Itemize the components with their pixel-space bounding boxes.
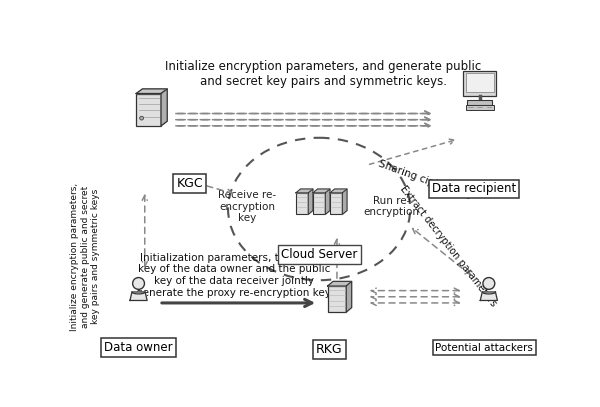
Bar — [330, 193, 343, 214]
Polygon shape — [330, 189, 347, 193]
Text: Sharing ciphertext: Sharing ciphertext — [377, 159, 471, 201]
Text: Run re-
encryption: Run re- encryption — [363, 196, 419, 217]
Bar — [466, 105, 493, 110]
Text: Data owner: Data owner — [104, 341, 173, 354]
Bar — [463, 71, 496, 96]
Bar — [466, 74, 493, 92]
Bar — [328, 286, 346, 312]
Text: KGC: KGC — [176, 177, 203, 190]
Text: Extract decryption parameters: Extract decryption parameters — [398, 184, 499, 308]
Polygon shape — [328, 281, 352, 286]
Text: Initialization parameters, the secret
key of the data owner and the public
key o: Initialization parameters, the secret ke… — [136, 253, 332, 298]
Polygon shape — [130, 292, 147, 300]
Text: Receive re-
encryption
key: Receive re- encryption key — [218, 190, 276, 223]
Polygon shape — [161, 89, 167, 126]
Circle shape — [483, 278, 495, 289]
Bar — [296, 193, 308, 214]
Text: Potential attackers: Potential attackers — [435, 343, 533, 352]
Circle shape — [133, 278, 145, 289]
Polygon shape — [343, 189, 347, 214]
Polygon shape — [313, 189, 330, 193]
Text: Data recipient: Data recipient — [432, 182, 516, 195]
Text: Initialize encryption parameters, and generate public
and secret key pairs and s: Initialize encryption parameters, and ge… — [165, 59, 481, 88]
Polygon shape — [325, 189, 330, 214]
Circle shape — [140, 116, 143, 120]
Polygon shape — [296, 189, 313, 193]
Bar — [467, 101, 492, 105]
Text: RKG: RKG — [316, 343, 343, 356]
Text: Initialize encryption parameters,
and generate public and secret
key pairs and s: Initialize encryption parameters, and ge… — [70, 183, 100, 331]
Bar — [313, 193, 325, 214]
Text: Cloud Server: Cloud Server — [281, 248, 358, 261]
Polygon shape — [346, 281, 352, 312]
Polygon shape — [480, 292, 497, 300]
Bar — [136, 94, 161, 126]
Polygon shape — [136, 89, 167, 94]
Polygon shape — [308, 189, 313, 214]
